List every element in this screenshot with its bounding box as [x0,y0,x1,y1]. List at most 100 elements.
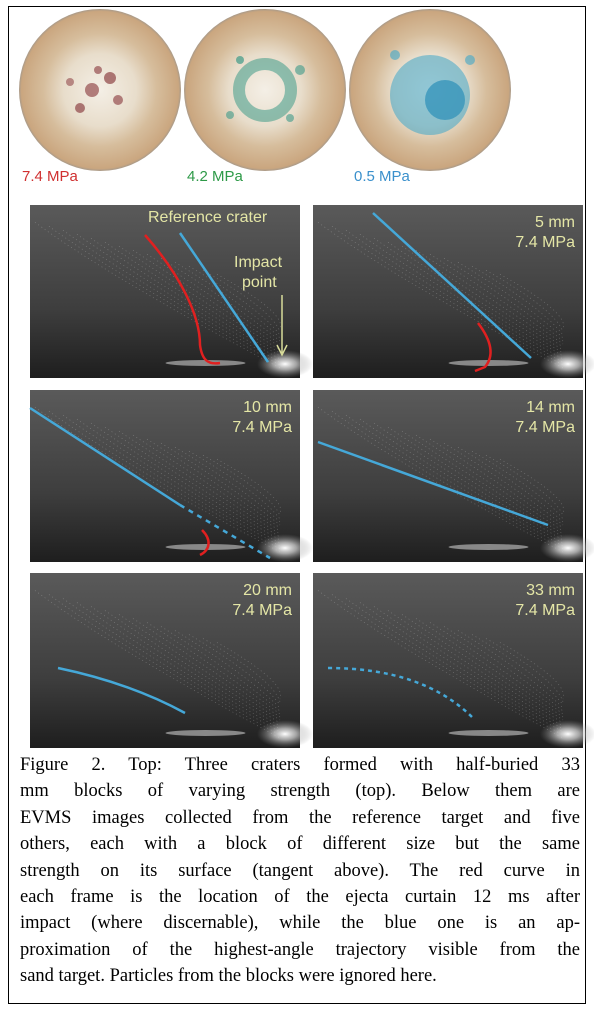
ejecta-streak [415,434,564,532]
crater-label: 4.2 MPa [187,168,244,185]
ejecta-image: 20 mm 7.4 MPa [30,573,313,748]
impact-glow [257,534,313,562]
caption-line: proximation of the highest-angle traject… [20,939,580,960]
impact-glow [540,720,594,748]
ejecta-streak [317,406,564,553]
ejecta-streak [415,618,564,718]
ejecta-deposit [165,360,246,366]
ejecta-streak [34,406,281,553]
ejecta-streak [401,430,564,535]
block-strength: 7.4 MPa [232,602,292,619]
ejecta-streak [401,614,564,721]
crater-row: 7.4 MPa 4.2 MPa 0.5 MPa [19,9,511,185]
panel-label: Reference crater [148,209,268,226]
ejecta-streak [188,634,281,706]
ejecta-streak [132,434,281,532]
ejecta-streak [202,454,281,517]
ejecta-streak [216,273,281,330]
ejecta-streak [132,618,281,718]
ejecta-streak [188,450,281,520]
ejecta-streak [415,250,564,348]
image-background [313,205,583,378]
ejecta-streak [401,246,564,351]
trajectory-line [29,406,181,507]
ejecta-streak [34,222,281,369]
ejecta-image: 5 mm 7.4 MPa [313,205,594,378]
ejecta-streak [118,614,281,721]
block-strength: 7.4 MPa [232,419,292,436]
trajectory-line [179,503,271,560]
trajectory-line [317,440,549,527]
ejecta-streak [202,269,281,333]
crater-label: 0.5 MPa [354,168,411,185]
image-background [313,573,583,748]
trajectory-line [57,666,186,715]
impact-glow [540,534,594,562]
ejecta-streak [471,265,564,336]
ejecta-streak [317,590,564,739]
ejecta-deposit [448,544,529,550]
figure-frame [8,6,586,1004]
ejecta-streak [471,634,564,706]
ejecta-streak [499,273,564,330]
ejecta-streak [118,430,281,535]
ejecta-streak [216,458,281,514]
impact-glow [540,350,594,378]
ejecta-image: Reference crater Impact point [30,205,313,378]
ejecta-streak [499,458,564,514]
image-background [30,573,300,748]
ejecta-image: 33 mm 7.4 MPa [313,573,594,748]
caption-line: mm blocks of varying strength (top). Bel… [20,781,580,802]
ejecta-streak [457,446,564,523]
image-background [313,390,583,562]
crater-label: 7.4 MPa [22,168,79,185]
ejecta-streak [34,590,281,739]
caption-line: sand target. Particles from the blocks w… [20,966,437,987]
block-size: 10 mm [243,399,292,416]
ejecta-streak [471,450,564,520]
impact-glow [257,720,313,748]
caption-line: EVMS images collected from the reference… [20,807,580,828]
caption-line: impact (where discernable), while the bl… [20,913,580,934]
figure: 7.4 MPa 4.2 MPa 0.5 MPa Reference crater… [19,9,594,748]
ejecta-curtain [199,529,210,557]
caption-line: others, each with a block of different s… [20,834,580,855]
ejecta-curtain [144,234,221,365]
impact-arrow [276,295,288,357]
block-size: 20 mm [243,582,292,599]
ejecta-streak [345,414,564,547]
ejecta-deposit [448,730,529,736]
ejecta-streak [331,410,564,550]
ejecta-streak [359,418,564,544]
ejecta-streak [216,642,281,700]
trajectory-line [372,212,532,359]
block-strength: 7.4 MPa [515,602,575,619]
ejecta-streak [48,226,281,366]
block-strength: 7.4 MPa [515,234,575,251]
ejecta-streak [317,222,564,369]
ejecta-streak [62,414,281,547]
ejecta-deposit [165,730,246,736]
figure-caption: Figure 2. Top: Three craters formed with… [20,752,580,990]
ejecta-streak [118,246,281,351]
crater-image [184,9,346,171]
image-background [30,205,300,378]
ejecta-streak [202,638,281,703]
ejecta-streak [331,226,564,366]
caption-line: each frame is the location of the ejecta… [20,887,580,908]
crater-image [19,9,181,171]
ejecta-streak [485,638,564,703]
ejecta-streak [485,269,564,333]
ejecta-streak [76,418,281,544]
block-size: 5 mm [535,214,575,231]
caption-line: strength on its surface (tangent above).… [20,860,580,881]
ejecta-streak [48,410,281,550]
ejecta-deposit [165,544,246,550]
ejecta-image: 10 mm 7.4 MPa [29,390,313,562]
ejecta-streak [499,642,564,700]
block-size: 33 mm [526,582,575,599]
impact-glow [257,350,313,378]
panel-label: Impact [234,254,283,271]
block-strength: 7.4 MPa [515,419,575,436]
block-size: 14 mm [526,399,575,416]
